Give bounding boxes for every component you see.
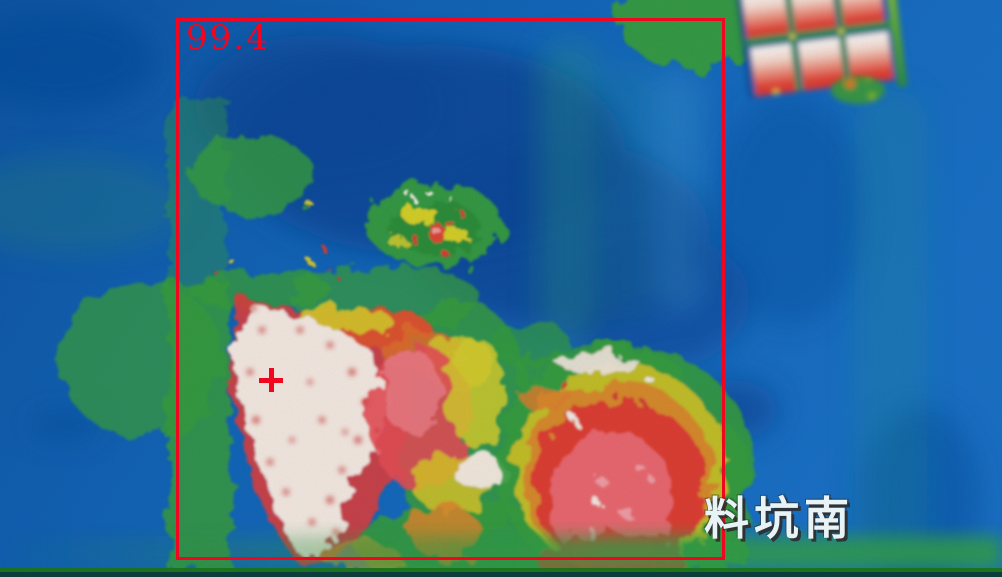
crosshair-vertical-bar	[269, 368, 274, 392]
location-watermark: 料坑南	[704, 492, 855, 545]
hotspot-crosshair-marker	[259, 368, 283, 392]
max-temperature-label: 99.4	[186, 18, 270, 58]
tracking-box	[176, 18, 725, 560]
